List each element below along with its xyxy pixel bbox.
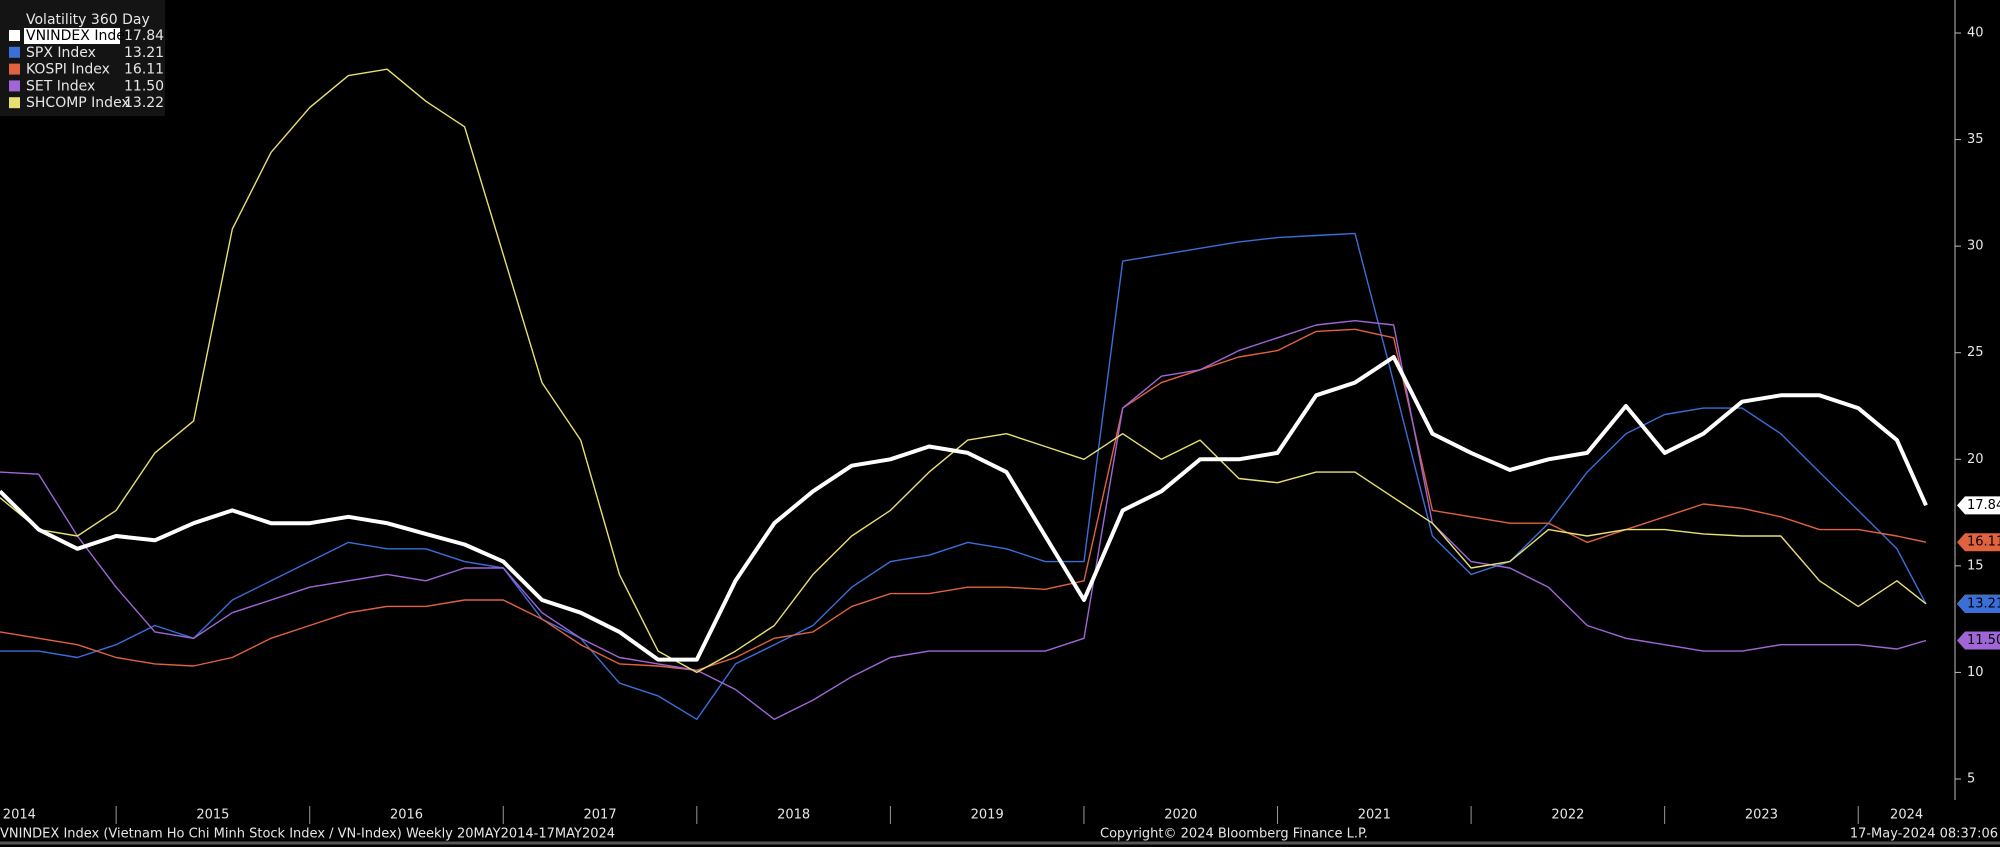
x-tick-label: 2017: [584, 808, 617, 823]
plot-lines: [0, 68, 1928, 720]
legend-value: 13.22: [124, 95, 164, 111]
axis-tag-label: 11.50: [1967, 633, 2000, 648]
legend-swatch: [9, 97, 20, 109]
legend-highlight: [24, 28, 120, 44]
x-tick-label: 2018: [777, 808, 810, 823]
y-tick-label: 25: [1967, 345, 1984, 360]
legend-label: KOSPI Index: [26, 62, 110, 78]
legend-swatch: [9, 80, 20, 92]
x-tick-label: 2021: [1358, 808, 1391, 823]
series-line: [0, 232, 1927, 720]
axis-tag-label: 16.11: [1967, 535, 2000, 550]
footer-left: VNINDEX Index (Vietnam Ho Chi Minh Stock…: [0, 827, 615, 842]
legend-value: 16.11: [124, 62, 164, 78]
legend-swatch: [9, 30, 20, 41]
legend-value: 13.21: [124, 45, 164, 61]
y-tick-label: 5: [1967, 772, 1975, 787]
legend-label: SHCOMP Index: [26, 95, 130, 111]
x-tick-label: 2023: [1745, 808, 1778, 823]
legend-box: [0, 0, 165, 116]
x-tick-label: 2022: [1551, 808, 1584, 823]
x-tick-label: 2020: [1164, 808, 1197, 823]
legend-label: SPX Index: [26, 45, 96, 61]
y-tick-label: 20: [1967, 452, 1984, 467]
series-line: [0, 355, 1928, 662]
x-tick-label: 2024: [1890, 808, 1923, 823]
footer-right: 17-May-2024 08:37:06: [1850, 827, 1998, 842]
axis-tag: [1957, 631, 2000, 650]
series-line: [0, 320, 1927, 720]
x-tick-label: 2016: [390, 808, 423, 823]
y-tick-label: 10: [1967, 665, 1984, 680]
y-tick-label: 15: [1967, 558, 1984, 573]
legend-swatch: [9, 46, 20, 58]
y-tick-label: 40: [1967, 26, 1984, 41]
x-tick-label: 2019: [971, 808, 1004, 823]
legend-title: Volatility 360 Day: [26, 12, 150, 28]
legend-value: 17.84: [124, 28, 164, 44]
footer-center: Copyright© 2024 Bloomberg Finance L.P.: [1100, 827, 1368, 842]
axis-tag-label: 17.84: [1967, 498, 2000, 513]
legend-swatch: [9, 63, 20, 75]
axis-tag: [1957, 496, 2000, 515]
axis-tag: [1957, 595, 2000, 614]
axis-tag: [1957, 533, 2000, 552]
y-tick-label: 35: [1967, 132, 1984, 147]
x-tick-label: 2014: [3, 808, 36, 823]
legend-value: 11.50: [124, 78, 164, 94]
x-tick-label: 2015: [196, 808, 229, 823]
y-tick-label: 30: [1967, 239, 1984, 254]
series-line: [0, 328, 1927, 671]
axis-tag-label: 13.21: [1967, 597, 2000, 612]
legend-label: VNINDEX Index: [26, 28, 133, 44]
legend-label: SET Index: [26, 78, 95, 94]
series-line: [0, 68, 1927, 674]
